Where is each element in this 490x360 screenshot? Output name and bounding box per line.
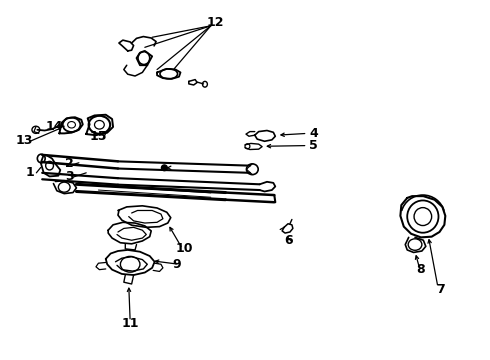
Text: 7: 7: [436, 283, 445, 296]
Text: 12: 12: [207, 16, 224, 29]
Text: 14: 14: [46, 120, 63, 133]
Text: 1: 1: [25, 166, 34, 179]
Ellipse shape: [161, 165, 167, 171]
Text: 8: 8: [416, 263, 425, 276]
Text: 13: 13: [16, 134, 33, 147]
Text: 4: 4: [309, 127, 318, 140]
Text: 6: 6: [285, 234, 294, 247]
Text: 15: 15: [90, 130, 107, 144]
Text: 5: 5: [309, 139, 318, 152]
Ellipse shape: [68, 122, 75, 128]
Text: 2: 2: [65, 157, 74, 170]
Text: 3: 3: [65, 170, 74, 183]
Text: 11: 11: [122, 317, 139, 330]
Text: 9: 9: [172, 258, 181, 271]
Text: 10: 10: [175, 242, 193, 255]
